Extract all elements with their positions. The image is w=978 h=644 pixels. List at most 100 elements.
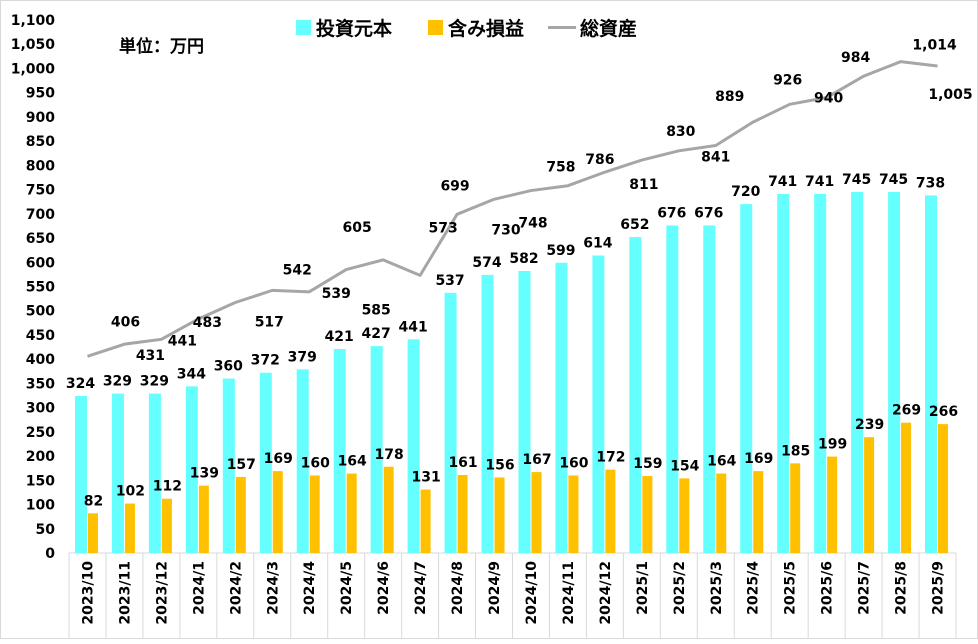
principal-data-label: 360 xyxy=(214,359,243,375)
gain-data-label: 167 xyxy=(522,452,551,468)
y-tick-label: 300 xyxy=(26,401,55,417)
principal-bar xyxy=(740,204,753,554)
principal-bar xyxy=(703,225,716,553)
y-tick-label: 650 xyxy=(26,231,55,247)
gain-data-label: 269 xyxy=(892,403,921,419)
x-tick-label: 2024/1 xyxy=(191,561,207,615)
principal-bar xyxy=(296,369,309,553)
principal-data-label: 421 xyxy=(325,329,354,345)
y-tick-label: 600 xyxy=(26,255,55,271)
gain-bar xyxy=(938,424,949,553)
total-data-label: 984 xyxy=(841,50,870,66)
y-tick-label: 400 xyxy=(26,352,55,368)
principal-data-label: 574 xyxy=(472,255,501,271)
gain-data-label: 178 xyxy=(375,447,404,463)
total-data-label: 811 xyxy=(629,177,658,193)
legend-label: 総資産 xyxy=(580,17,637,40)
gain-data-label: 159 xyxy=(633,456,662,472)
x-tick-label: 2025/3 xyxy=(709,561,725,615)
y-tick-label: 700 xyxy=(26,207,55,223)
gain-bar xyxy=(531,472,542,553)
y-tick-label: 550 xyxy=(26,280,55,296)
gain-bar xyxy=(235,476,246,553)
total-data-label: 786 xyxy=(585,152,614,168)
gain-data-label: 156 xyxy=(485,457,514,473)
y-tick-label: 0 xyxy=(45,546,55,562)
y-tick-label: 100 xyxy=(26,498,55,514)
x-tick-label: 2024/7 xyxy=(413,561,429,615)
gain-data-label: 172 xyxy=(596,450,625,466)
total-data-label: 1,014 xyxy=(912,38,957,54)
gain-bar xyxy=(198,485,209,553)
y-tick-label: 750 xyxy=(26,183,55,199)
total-data-label: 830 xyxy=(666,124,695,140)
principal-bar xyxy=(185,386,198,553)
principal-data-label: 324 xyxy=(66,376,95,392)
gain-bar xyxy=(642,475,653,553)
gain-data-label: 112 xyxy=(153,479,182,495)
principal-data-label: 676 xyxy=(694,205,723,221)
principal-data-label: 652 xyxy=(620,217,649,233)
gain-bar xyxy=(420,489,431,553)
principal-data-label: 614 xyxy=(583,235,612,251)
gain-data-label: 169 xyxy=(264,451,293,467)
gain-bar xyxy=(272,471,283,553)
total-data-label: 699 xyxy=(440,178,469,194)
x-tick-label: 2024/6 xyxy=(376,561,392,615)
x-tick-label: 2024/2 xyxy=(228,561,244,615)
gain-bar xyxy=(87,513,98,553)
gain-bar xyxy=(790,463,801,553)
gain-bar xyxy=(568,475,579,553)
principal-data-label: 379 xyxy=(288,349,317,365)
principal-data-label: 537 xyxy=(435,273,464,289)
x-tick-label: 2024/11 xyxy=(561,561,577,625)
gain-bar xyxy=(753,471,764,553)
x-tick-label: 2023/11 xyxy=(117,561,133,625)
x-tick-label: 2025/9 xyxy=(931,561,947,615)
legend-swatch xyxy=(428,20,444,35)
principal-bar xyxy=(814,193,827,553)
principal-bar xyxy=(259,372,272,553)
principal-bar xyxy=(592,255,605,554)
principal-data-label: 582 xyxy=(509,251,538,267)
principal-bar xyxy=(555,262,568,553)
x-tick-label: 2025/1 xyxy=(635,561,651,615)
principal-bar xyxy=(222,378,235,553)
x-tick-label: 2025/6 xyxy=(820,561,836,615)
y-tick-label: 350 xyxy=(26,376,55,392)
y-tick-label: 850 xyxy=(26,134,55,150)
principal-data-label: 344 xyxy=(177,366,206,382)
principal-data-label: 329 xyxy=(140,374,169,390)
principal-bar xyxy=(148,393,161,553)
gain-bar xyxy=(864,437,875,553)
gain-bar xyxy=(124,503,135,553)
total-data-label: 940 xyxy=(814,91,843,107)
principal-bar xyxy=(74,396,87,553)
principal-bar xyxy=(666,225,679,553)
principal-bar xyxy=(444,292,457,553)
principal-bar xyxy=(481,274,494,553)
gain-bar xyxy=(494,477,505,553)
gain-data-label: 154 xyxy=(670,458,699,474)
y-tick-label: 800 xyxy=(26,158,55,174)
gain-data-label: 82 xyxy=(84,493,103,509)
y-tick-label: 1,100 xyxy=(11,13,56,29)
gain-data-label: 160 xyxy=(301,455,330,471)
gain-bar xyxy=(457,474,468,553)
y-tick-label: 50 xyxy=(36,522,56,538)
total-assets-line xyxy=(87,60,938,358)
total-data-label: 573 xyxy=(428,220,457,236)
total-data-label: 758 xyxy=(546,160,575,176)
principal-data-label: 720 xyxy=(731,184,760,200)
principal-data-label: 599 xyxy=(546,243,575,259)
total-data-label: 431 xyxy=(136,348,165,364)
total-data-label: 542 xyxy=(283,262,312,278)
principal-data-label: 676 xyxy=(657,205,686,221)
y-tick-label: 950 xyxy=(26,86,55,102)
y-tick-label: 150 xyxy=(26,473,55,489)
x-tick-label: 2024/3 xyxy=(265,561,281,615)
y-tick-label: 1,050 xyxy=(11,37,56,53)
gain-data-label: 185 xyxy=(781,443,810,459)
principal-bar xyxy=(777,193,790,553)
